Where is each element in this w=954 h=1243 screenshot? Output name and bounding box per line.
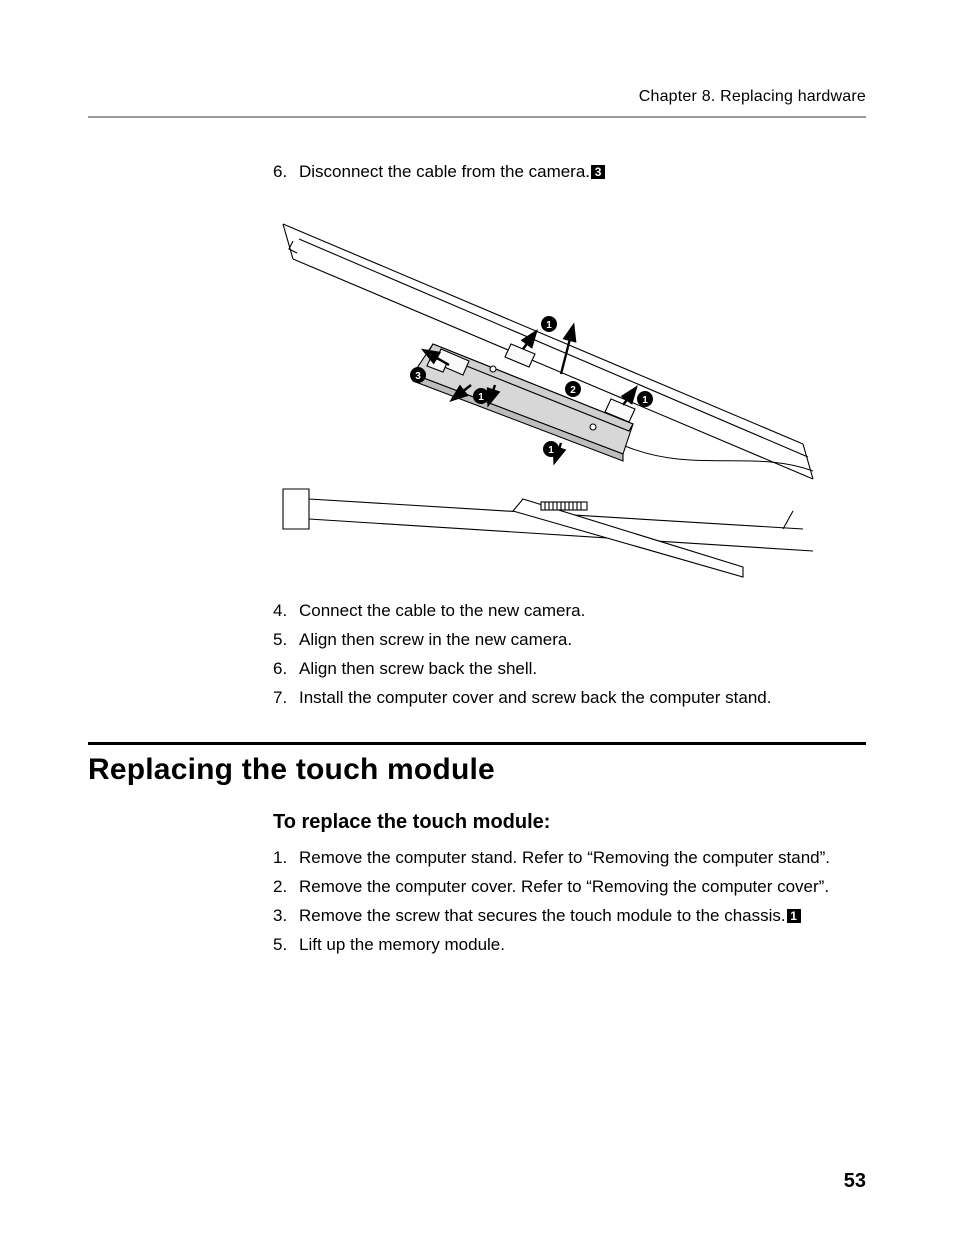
step-text: Align then screw back the shell.: [299, 655, 866, 684]
step-text-content: Disconnect the cable from the camera.: [299, 162, 590, 181]
step-number: 6.: [273, 158, 299, 187]
step-line: 1. Remove the computer stand. Refer to “…: [273, 844, 866, 873]
figure-callout: 1: [548, 445, 554, 456]
step-number: 7.: [273, 684, 299, 713]
figure-callout: 1: [478, 392, 484, 403]
step-line: 4. Connect the cable to the new camera.: [273, 597, 866, 626]
content-column: To replace the touch module: 1. Remove t…: [273, 811, 866, 960]
step-number: 6.: [273, 655, 299, 684]
step-line: 7. Install the computer cover and screw …: [273, 684, 866, 713]
step-text-content: Remove the screw that secures the touch …: [299, 906, 786, 925]
section-subtitle: To replace the touch module:: [273, 811, 866, 834]
chapter-header: Chapter 8. Replacing hardware: [88, 88, 866, 116]
step-text: Align then screw in the new camera.: [299, 626, 866, 655]
step-number: 2.: [273, 873, 299, 902]
step-number: 1.: [273, 844, 299, 873]
callout-badge: 3: [591, 165, 605, 179]
step-number: 4.: [273, 597, 299, 626]
callout-badge: 1: [787, 909, 801, 923]
step-line: 6. Align then screw back the shell.: [273, 655, 866, 684]
step-text: Lift up the memory module.: [299, 931, 866, 960]
page-number: 53: [844, 1170, 866, 1193]
step-line: 5. Lift up the memory module.: [273, 931, 866, 960]
diagram-svg: 1 1 2 3 1 1: [273, 199, 833, 579]
step-line: 6. Disconnect the cable from the camera.…: [273, 158, 866, 187]
figure-callout: 3: [415, 371, 421, 382]
disassembly-figure: 1 1 2 3 1 1: [273, 199, 866, 579]
figure-callout: 1: [642, 395, 648, 406]
header-rule: [88, 116, 866, 118]
step-line: 5. Align then screw in the new camera.: [273, 626, 866, 655]
step-text: Connect the cable to the new camera.: [299, 597, 866, 626]
content-column: 6. Disconnect the cable from the camera.…: [273, 158, 866, 712]
step-text: Disconnect the cable from the camera.3: [299, 158, 866, 187]
step-line: 2. Remove the computer cover. Refer to “…: [273, 873, 866, 902]
step-text: Remove the computer cover. Refer to “Rem…: [299, 873, 866, 902]
step-number: 3.: [273, 902, 299, 931]
step-number: 5.: [273, 626, 299, 655]
page: Chapter 8. Replacing hardware 6. Disconn…: [0, 0, 954, 1243]
step-number: 5.: [273, 931, 299, 960]
section-title: Replacing the touch module: [88, 753, 866, 787]
figure-callout: 1: [546, 320, 552, 331]
step-line: 3. Remove the screw that secures the tou…: [273, 902, 866, 931]
step-text: Remove the computer stand. Refer to “Rem…: [299, 844, 866, 873]
step-text: Install the computer cover and screw bac…: [299, 684, 866, 713]
step-text: Remove the screw that secures the touch …: [299, 902, 866, 931]
figure-callout: 2: [570, 385, 576, 396]
section-rule: [88, 742, 866, 745]
